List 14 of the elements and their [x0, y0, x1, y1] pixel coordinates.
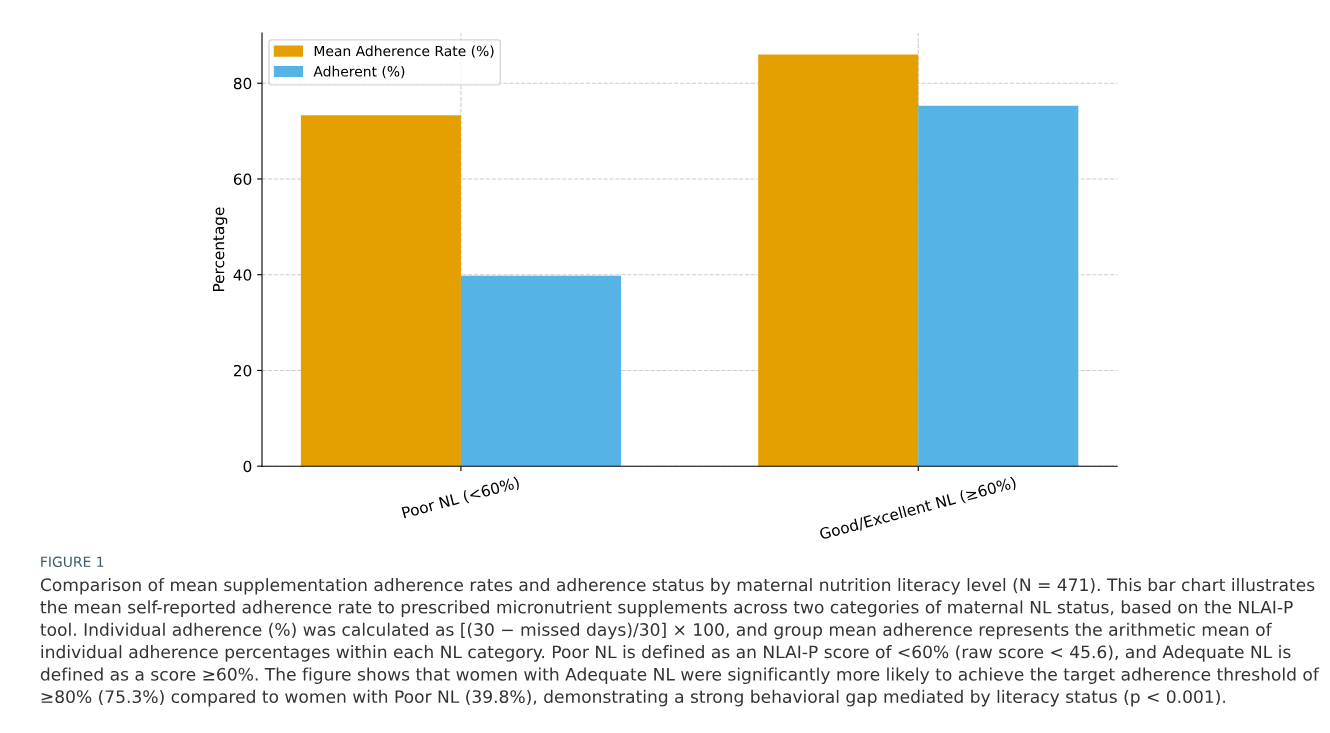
y-tick-label: 0 — [243, 460, 252, 473]
legend-label: Mean Adherence Rate (%) — [314, 45, 494, 58]
y-axis-title: Percentage — [212, 207, 228, 292]
legend-label: Adherent (%) — [313, 65, 405, 79]
caption: FIGURE 1 — [41, 556, 104, 568]
text: Comparison of mean supplementation adherence rates and adherence status by maternal nutrition literacy level (N = 471). This bar chart illustrates the mean self-reported adherence rate to prescribed micronutrient supplements across two categories of maternal NL status, based on the NLAI-P tool. Individual adherence (%) was calculated as [(30 − missed days)/30] × 100, and group mean adherence represents the arithmetic mean of individual adherence percentages within each NL category. Poor NL is defined as an NLAI-P score of <60% (raw score < 45.6), and Adequate NL is defined as a score ≥60%. The figure shows that women with Adequate NL were significantly more likely to achieve the target adherence threshold of ≥80% (75.3%) compared to women with Poor NL (39.8%), demonstrating a strong behavioral gap mediated by literacy status (p < 0.001). — [40, 578, 1320, 707]
y-tick-label: 80 — [233, 77, 252, 90]
bar — [758, 54, 919, 467]
bar — [460, 275, 622, 467]
y-tick-label: 60 — [233, 173, 252, 185]
bar — [918, 105, 1079, 467]
y-tick-label: 20 — [233, 364, 252, 377]
y-tick-label: 40 — [233, 269, 252, 281]
bar — [300, 115, 461, 467]
